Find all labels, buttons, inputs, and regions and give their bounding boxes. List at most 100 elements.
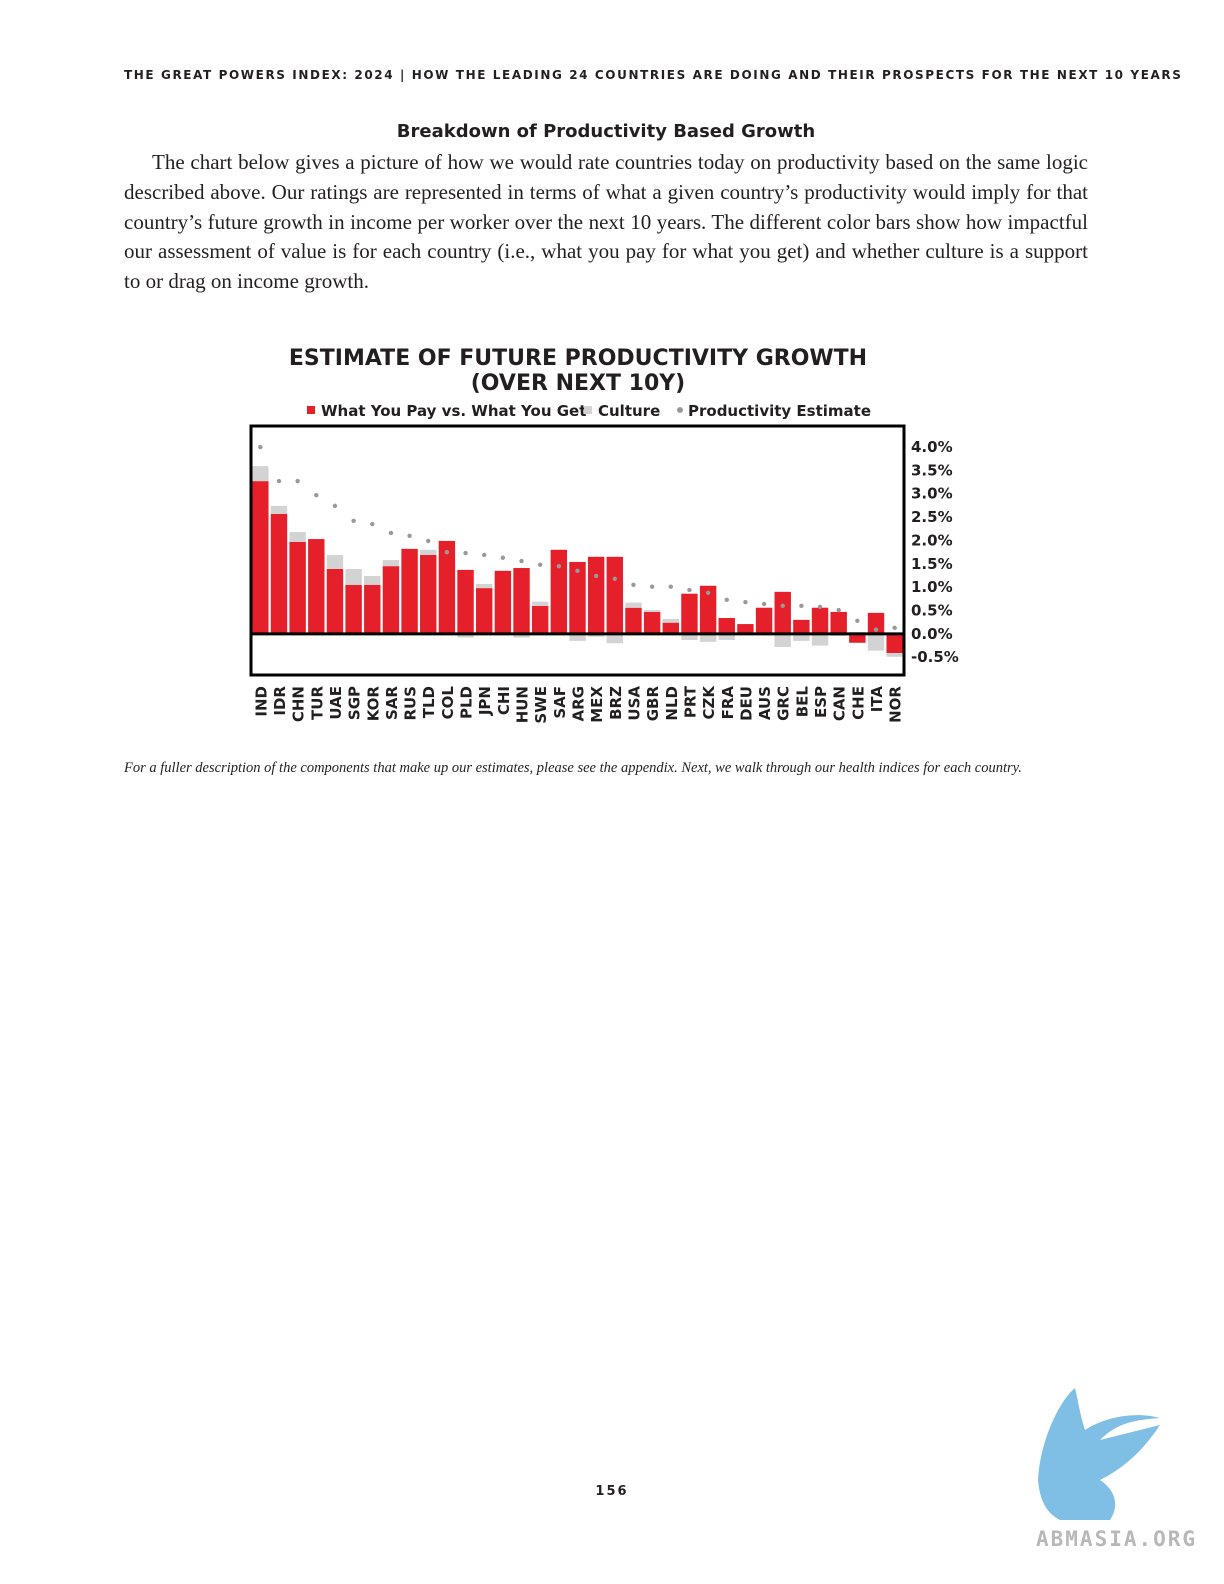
x-tick-label: USA: [625, 686, 643, 721]
legend-marker: [584, 406, 592, 414]
x-tick-label: PRT: [681, 685, 699, 718]
x-tick-label: KOR: [364, 686, 382, 722]
bar-segment: [550, 549, 568, 634]
bar-segment: [252, 481, 269, 634]
bar-segment: [606, 556, 624, 634]
bar-segment: [401, 548, 418, 634]
dot: [724, 597, 729, 602]
bar-segment: [606, 633, 624, 644]
x-tick-label: HUN: [514, 686, 532, 723]
bar-segment: [326, 568, 344, 634]
dot: [668, 584, 673, 589]
y-tick-label: 2.5%: [911, 508, 953, 526]
bar-segment: [662, 622, 679, 634]
bar-segment: [643, 611, 661, 634]
x-tick-label: TLD: [420, 686, 438, 718]
dot: [258, 444, 263, 450]
legend-label: Culture: [598, 402, 660, 420]
dot: [314, 492, 319, 498]
x-tick-label: CHE: [849, 686, 867, 720]
x-tick-label: ESP: [812, 686, 830, 718]
bar-segment: [569, 633, 586, 641]
bar-segment: [345, 584, 362, 634]
x-tick-label: BEL: [793, 686, 811, 718]
section-heading: Breakdown of Productivity Based Growth: [396, 121, 816, 142]
bar-segment: [270, 513, 288, 634]
legend-label: What You Pay vs. What You Get: [321, 402, 586, 420]
bar-segment: [494, 570, 512, 634]
chart: ESTIMATE OF FUTURE PRODUCTIVITY GROWTH (…: [249, 346, 959, 724]
dot: [649, 584, 655, 589]
x-tick-label: GBR: [644, 686, 662, 722]
bar-segment: [643, 610, 661, 612]
x-tick-label: SGP: [346, 686, 364, 720]
x-tick-label: TUR: [308, 686, 326, 720]
bar-segment: [886, 653, 903, 657]
dot: [761, 601, 767, 607]
x-tick-label: CAN: [831, 686, 849, 721]
bar-segment: [457, 569, 474, 634]
x-tick-label: BRZ: [607, 686, 625, 720]
y-tick-label: 2.0%: [911, 531, 953, 549]
x-tick-label: CHN: [290, 686, 308, 722]
x-tick-label: NLD: [663, 686, 681, 721]
bar-segment: [289, 541, 306, 634]
dot: [743, 599, 748, 605]
dot: [388, 530, 394, 536]
x-tick-label: MEX: [588, 686, 606, 723]
bar-segment: [681, 593, 698, 634]
dot: [332, 503, 338, 509]
legend-label: Productivity Estimate: [688, 402, 871, 420]
bar-segment: [625, 607, 642, 634]
y-tick-label: -0.5%: [911, 648, 959, 666]
bar-segment: [364, 584, 381, 634]
x-tick-label: CZK: [700, 685, 718, 720]
y-tick-label: 3.5%: [911, 461, 953, 479]
bar-segment: [811, 607, 829, 634]
x-tick-label: PLD: [458, 686, 476, 719]
x-tick-label: JPN: [476, 686, 494, 716]
bar-segment: [513, 568, 530, 634]
bar-segment: [457, 633, 474, 638]
bar-segment: [476, 583, 493, 589]
x-tick-label: SWE: [532, 686, 550, 724]
bar-segment: [755, 607, 773, 634]
dot: [575, 568, 580, 574]
bar-segment: [345, 568, 362, 585]
dot: [537, 562, 543, 567]
chart-title: ESTIMATE OF FUTURE PRODUCTIVITY GROWTH: [289, 346, 867, 371]
x-tick-label: SAR: [383, 686, 401, 720]
dot: [593, 573, 599, 579]
bar-segment: [420, 549, 437, 555]
bar-segment: [849, 633, 866, 643]
dot: [426, 538, 431, 544]
watermark: ABMASIA.ORG: [1036, 1527, 1198, 1551]
bar-segment: [531, 601, 549, 606]
bar-segment: [531, 605, 549, 634]
dot: [519, 558, 524, 564]
dot: [351, 518, 356, 524]
y-tick-label: 1.0%: [911, 578, 953, 596]
dot: [407, 533, 412, 538]
bar-segment: [476, 588, 493, 634]
dot: [687, 587, 692, 593]
bar-segment: [326, 554, 344, 569]
dot: [631, 582, 636, 588]
dot: [482, 552, 487, 558]
dot: [873, 627, 879, 632]
x-tick-label: DEU: [737, 686, 755, 721]
x-tick-label: COL: [439, 686, 457, 720]
bar-segment: [382, 560, 400, 567]
bar-segment: [364, 575, 381, 585]
bar-segment: [811, 633, 829, 646]
dot: [370, 521, 375, 527]
legend-marker: [677, 407, 683, 413]
paragraph: The chart below gives a picture of how w…: [124, 150, 1088, 294]
bar-segment: [569, 561, 586, 634]
plot-frame: [249, 424, 906, 677]
dot: [817, 604, 823, 609]
dot: [276, 478, 282, 484]
x-tick-label: GRC: [775, 686, 793, 721]
bar-segment: [699, 633, 717, 642]
